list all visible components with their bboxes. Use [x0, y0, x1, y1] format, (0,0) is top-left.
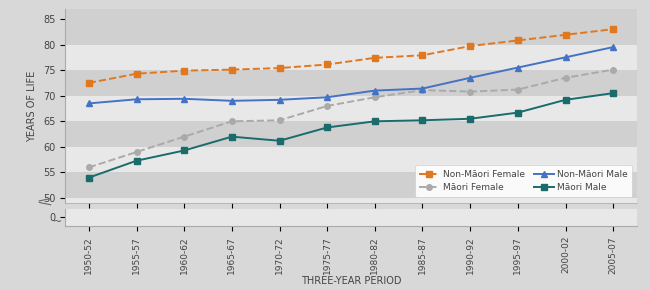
- Non-Māori Male: [276, 98, 283, 102]
- Non-Māori Male: [323, 95, 331, 99]
- Non-Māori Female: [466, 44, 474, 48]
- Māori Female: [85, 166, 93, 169]
- Māori Female: [180, 135, 188, 138]
- Bar: [65, 9, 637, 19]
- Māori Male: [276, 139, 283, 142]
- Māori Female: [371, 95, 379, 99]
- Māori Female: [419, 88, 426, 92]
- Legend: Non-Māori Female, Māori Female, Non-Māori Male, Māori Male: Non-Māori Female, Māori Female, Non-Māor…: [415, 165, 632, 197]
- Non-Māori Male: [133, 97, 140, 101]
- X-axis label: THREE-YEAR PERIOD: THREE-YEAR PERIOD: [301, 276, 401, 287]
- Non-Māori Male: [371, 89, 379, 92]
- Non-Māori Male: [466, 76, 474, 79]
- Bar: [65, 147, 637, 173]
- Non-Māori Female: [276, 66, 283, 70]
- Line: Non-Māori Male: Non-Māori Male: [86, 44, 616, 106]
- Line: Non-Māori Female: Non-Māori Female: [86, 26, 616, 86]
- Māori Male: [85, 176, 93, 179]
- Non-Māori Female: [562, 33, 569, 37]
- Bar: [65, 173, 637, 198]
- Non-Māori Male: [609, 45, 617, 49]
- Māori Male: [180, 149, 188, 152]
- Bar: [65, 121, 637, 147]
- Bar: [65, 70, 637, 96]
- Non-Māori Male: [562, 56, 569, 59]
- Non-Māori Female: [85, 81, 93, 85]
- Line: Māori Male: Māori Male: [86, 90, 616, 180]
- Bar: [65, 96, 637, 121]
- Māori Female: [133, 150, 140, 154]
- Māori Male: [466, 117, 474, 120]
- Māori Female: [514, 88, 522, 91]
- Non-Māori Female: [133, 72, 140, 75]
- Non-Māori Male: [228, 99, 236, 103]
- Māori Male: [514, 111, 522, 114]
- Māori Male: [371, 119, 379, 123]
- Māori Female: [276, 119, 283, 122]
- Text: ~: ~: [53, 217, 62, 227]
- Non-Māori Male: [180, 97, 188, 101]
- Bar: [65, 19, 637, 45]
- Non-Māori Male: [85, 102, 93, 105]
- Māori Female: [323, 104, 331, 108]
- Non-Māori Female: [609, 28, 617, 31]
- Line: Māori Female: Māori Female: [86, 67, 616, 170]
- Non-Māori Female: [323, 63, 331, 66]
- Non-Māori Female: [180, 69, 188, 72]
- Māori Female: [562, 76, 569, 79]
- Non-Māori Female: [514, 39, 522, 42]
- Bar: [65, 209, 637, 226]
- Māori Female: [609, 68, 617, 71]
- Bar: [65, 45, 637, 70]
- Non-Māori Female: [371, 56, 379, 59]
- Māori Male: [562, 98, 569, 102]
- Māori Female: [228, 119, 236, 123]
- Māori Male: [323, 126, 331, 129]
- Māori Female: [466, 90, 474, 93]
- Non-Māori Female: [228, 68, 236, 71]
- Māori Male: [419, 119, 426, 122]
- Non-Māori Female: [419, 54, 426, 57]
- Non-Māori Male: [419, 87, 426, 90]
- Māori Male: [609, 91, 617, 95]
- Māori Male: [133, 159, 140, 162]
- Non-Māori Male: [514, 66, 522, 69]
- Māori Male: [228, 135, 236, 138]
- Y-axis label: YEARS OF LIFE: YEARS OF LIFE: [27, 70, 37, 142]
